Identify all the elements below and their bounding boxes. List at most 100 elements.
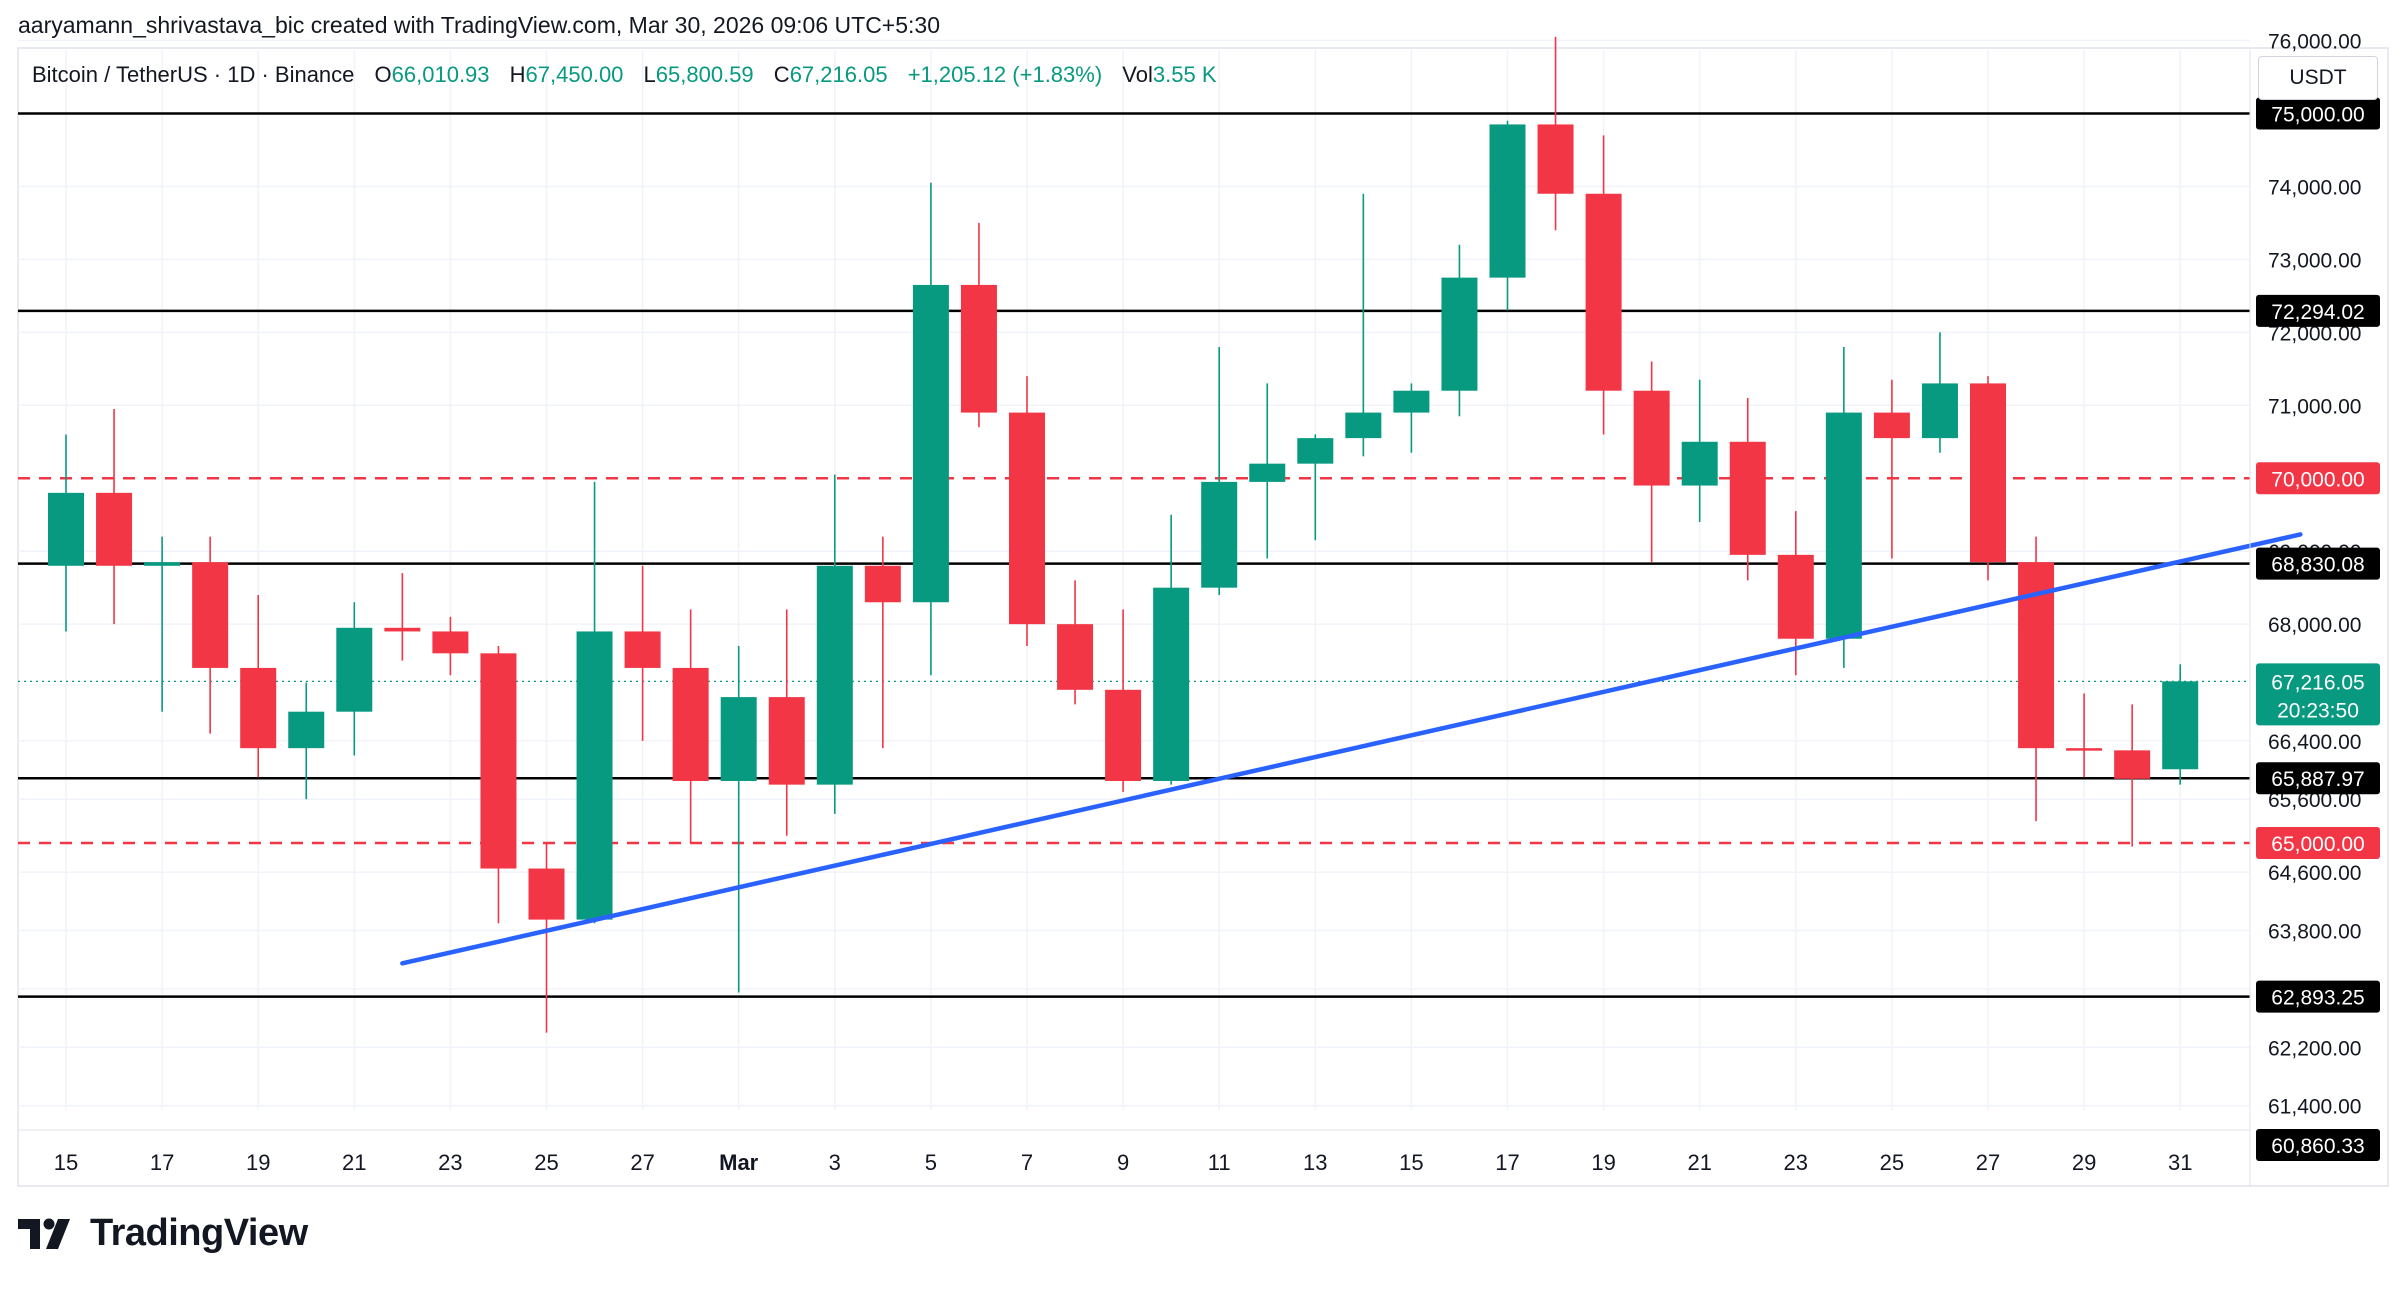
- candle[interactable]: [1009, 376, 1045, 647]
- candle[interactable]: [1970, 376, 2006, 581]
- candle-body: [528, 868, 565, 920]
- x-tick-label: 31: [2168, 1150, 2192, 1175]
- ohlc-legend: Bitcoin / TetherUS · 1D · Binance O66,01…: [32, 62, 1217, 88]
- last-price-tag-label: 67,216.05: [2271, 671, 2364, 694]
- x-tick-label: 17: [1495, 1150, 1519, 1175]
- x-tick-label: 17: [150, 1150, 174, 1175]
- x-tick-label: 9: [1117, 1150, 1129, 1175]
- candle[interactable]: [2162, 664, 2199, 785]
- x-tick-label: 25: [534, 1150, 558, 1175]
- symbol-label[interactable]: Bitcoin / TetherUS · 1D · Binance: [32, 62, 355, 87]
- candle[interactable]: [672, 609, 709, 843]
- candle[interactable]: [1393, 383, 1430, 453]
- level-72294-tag-label: 72,294.02: [2271, 301, 2364, 324]
- candle-body: [2066, 748, 2103, 751]
- x-tick-label: 15: [1399, 1150, 1423, 1175]
- candle[interactable]: [720, 646, 757, 993]
- volume-label: Vol: [1122, 62, 1153, 87]
- candle-countdown-label: 20:23:50: [2277, 699, 2359, 722]
- candle[interactable]: [96, 408, 133, 625]
- candle[interactable]: [1585, 135, 1622, 435]
- candle[interactable]: [1297, 434, 1334, 541]
- candle[interactable]: [1921, 332, 1958, 453]
- high-label: H: [509, 62, 526, 87]
- grid: [18, 39, 2250, 1110]
- level-62893-tag-bg: [2256, 980, 2380, 1013]
- candle[interactable]: [1153, 514, 1190, 785]
- level-70000-tag-label: 70,000.00: [2271, 468, 2364, 491]
- attribution-caption: aaryamann_shrivastava_bic created with T…: [18, 12, 940, 38]
- candle[interactable]: [528, 843, 565, 1033]
- candle[interactable]: [624, 565, 661, 741]
- candle-body: [1873, 412, 1910, 439]
- candle-body: [960, 284, 997, 413]
- candle[interactable]: [432, 616, 469, 676]
- candle[interactable]: [768, 609, 805, 836]
- candle[interactable]: [288, 682, 325, 800]
- level-75000-tag-label: 75,000.00: [2271, 104, 2364, 127]
- close-label: C: [773, 62, 790, 87]
- candle[interactable]: [1345, 193, 1382, 457]
- candle[interactable]: [912, 182, 949, 676]
- x-tick-label: 27: [630, 1150, 654, 1175]
- candle[interactable]: [960, 222, 997, 428]
- candles[interactable]: [48, 36, 2199, 1033]
- x-tick-label: 23: [438, 1150, 462, 1175]
- x-tick-label: 7: [1021, 1150, 1033, 1175]
- candle[interactable]: [2114, 704, 2151, 847]
- candle[interactable]: [240, 594, 277, 778]
- candle[interactable]: [144, 536, 181, 712]
- candle[interactable]: [816, 474, 853, 814]
- candle-body: [192, 562, 229, 668]
- candle[interactable]: [1873, 379, 1910, 559]
- y-axis: 76,000.00 74,000.00 73,000.00 72,000.00 71,0…: [2249, 31, 2361, 1186]
- price-tags: 75,000.00 72,294.02 70,000.00 68,830.08 65,8…: [2256, 97, 2380, 1161]
- candle[interactable]: [1681, 379, 1718, 523]
- candle-body: [1921, 383, 1958, 439]
- x-tick-label: 11: [1208, 1150, 1231, 1175]
- candle[interactable]: [336, 602, 373, 756]
- bottom-price-tag-label: 60,860.33: [2271, 1135, 2364, 1158]
- candle[interactable]: [1441, 244, 1478, 417]
- candle[interactable]: [1201, 346, 1238, 595]
- candle[interactable]: [864, 536, 901, 749]
- candle[interactable]: [48, 434, 84, 632]
- candle-body: [1057, 624, 1094, 690]
- candle-body: [1297, 438, 1334, 464]
- open-value: 66,010.93: [391, 62, 490, 87]
- last-price-tag-bg: [2256, 663, 2380, 726]
- candle[interactable]: [192, 536, 229, 734]
- candle[interactable]: [1249, 383, 1286, 559]
- candle[interactable]: [1105, 609, 1142, 792]
- low-value: 65,800.59: [655, 62, 754, 87]
- level-62893-tag-label: 62,893.25: [2271, 987, 2364, 1010]
- candle-body: [2114, 750, 2151, 779]
- currency-selector[interactable]: USDT: [2258, 56, 2378, 100]
- candle-body: [576, 631, 613, 920]
- candle-body: [1201, 481, 1238, 588]
- candle[interactable]: [2066, 693, 2103, 778]
- candle[interactable]: [1633, 361, 1670, 563]
- candle[interactable]: [480, 646, 517, 924]
- level-68830-tag-bg: [2256, 547, 2380, 580]
- tradingview-logo[interactable]: TradingView: [18, 1212, 308, 1255]
- x-tick-label: 23: [1784, 1150, 1808, 1175]
- candle-body: [768, 697, 805, 785]
- candle-body: [1681, 441, 1718, 486]
- level-68830-tag-label: 68,830.08: [2271, 554, 2364, 577]
- level-65000-tag-label: 65,000.00: [2271, 833, 2364, 856]
- candle[interactable]: [576, 481, 613, 924]
- candle[interactable]: [1537, 36, 1574, 231]
- y-tick-label: 62,200.00: [2268, 1037, 2361, 1060]
- candle[interactable]: [1729, 398, 1766, 581]
- level-65887-tag-bg: [2256, 762, 2380, 795]
- candle[interactable]: [384, 573, 421, 661]
- candle-body: [288, 711, 325, 749]
- candle[interactable]: [1825, 346, 1862, 668]
- candle[interactable]: [1057, 580, 1094, 705]
- candle-body: [1633, 390, 1670, 486]
- candle[interactable]: [1489, 120, 1526, 311]
- candle-body: [96, 492, 133, 566]
